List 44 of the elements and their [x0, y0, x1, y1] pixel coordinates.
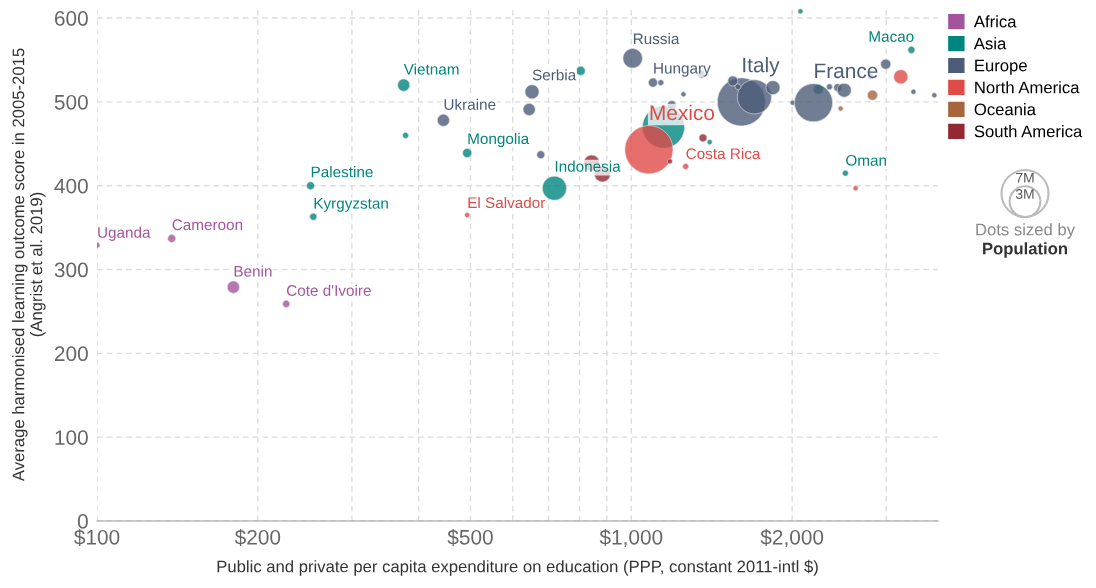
annotation: Vietnam — [403, 63, 459, 75]
legend-label: Asia — [973, 37, 1007, 50]
legend-label: Europe — [975, 59, 1027, 75]
annotation: Kyrgyzstan — [314, 198, 388, 212]
annotation: Macao — [869, 31, 914, 42]
annotation: Russia — [633, 32, 680, 45]
annotation: El Salvador — [468, 196, 546, 209]
legend-label: Africa — [973, 15, 1017, 28]
annotation: Oman — [846, 154, 887, 166]
legend-label: 7M — [1016, 173, 1034, 183]
annotation: Uganda — [98, 226, 151, 241]
y-tick-label: 0 — [77, 514, 88, 529]
y-tick-label: 500 — [54, 94, 88, 110]
y-tick-label: 600 — [54, 11, 88, 26]
annotation: Hungary — [654, 63, 711, 77]
legend-label: South America — [974, 125, 1083, 138]
x-tick-label: $2,000 — [760, 529, 824, 548]
legend-label: 3M — [1015, 189, 1034, 199]
annotation: Serbia — [532, 69, 577, 81]
text: Dots sized by — [976, 223, 1075, 239]
annotation: Cameroon — [172, 219, 243, 231]
y-tick-label: 400 — [54, 178, 88, 194]
annotation: Italy — [743, 57, 780, 77]
annotation: France — [815, 63, 878, 79]
y-tick-label: 300 — [54, 262, 88, 278]
annotation: Ukraine — [444, 98, 496, 110]
legend-label: Oceania — [974, 103, 1036, 116]
annotation: Indonesia — [555, 160, 621, 172]
annotation: Cote d'Ivoire — [286, 284, 371, 296]
annotation: Costa Rica — [686, 147, 761, 160]
x-tick-label: $100 — [74, 529, 120, 546]
x-tick-label: $200 — [234, 529, 281, 546]
annotation: Mexico — [650, 104, 715, 121]
text: Population — [983, 242, 1068, 258]
y-tick-label: 100 — [55, 430, 88, 445]
y-axis-title: Average harmonised learning outcome score in 2005-2015 (Angrist et al. 2019) — [12, 48, 46, 482]
legend-label: North America — [975, 81, 1080, 94]
y-tick-label: 200 — [54, 346, 88, 362]
annotation: Palestine — [311, 166, 373, 178]
annotation: Benin — [234, 265, 272, 277]
annotation: Mongolia — [468, 132, 530, 148]
x-tick-label: $1,000 — [599, 529, 663, 548]
x-axis-title: Public and private per capita expenditure on education (PPP, constant 2011-intl $) — [217, 559, 818, 576]
x-tick-label: $500 — [447, 529, 493, 546]
